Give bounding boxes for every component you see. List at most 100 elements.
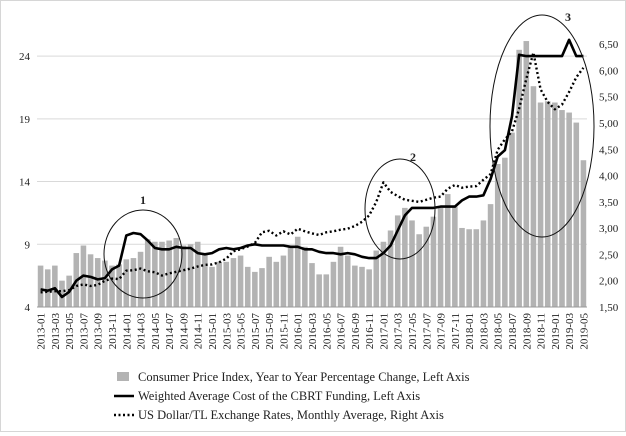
annotations: 1 2 3 [103, 10, 595, 299]
bar-20 [180, 245, 187, 307]
bar-74 [566, 112, 572, 307]
bar-68 [523, 41, 530, 307]
bar-37 [302, 246, 308, 307]
x-tick-label-14: 2015-05 [236, 313, 248, 350]
x-tick-label-32: 2018-05 [493, 313, 505, 350]
bar-67 [516, 49, 522, 308]
x-tick-label-3: 2013-07 [78, 313, 90, 350]
bar-24 [209, 266, 215, 307]
bar-21 [187, 244, 194, 307]
x-tick-label-6: 2014-01 [121, 313, 133, 350]
x-tick-label-21: 2016-07 [336, 313, 348, 350]
bar-51 [402, 207, 408, 307]
bar-70 [537, 102, 544, 307]
bar-10 [109, 265, 115, 307]
bar-0 [37, 265, 44, 307]
right-axis: 1,50 2,00 2,50 3,00 3,50 4,00 4,50 5,00 5,50 6,00… [599, 39, 619, 314]
bar-72 [552, 102, 558, 307]
x-tick-label-24: 2017-01 [378, 313, 390, 350]
legend-cpi-swatch [117, 372, 129, 381]
bar-40 [323, 274, 330, 307]
bar-34 [280, 255, 287, 307]
annotation-ellipse-3 [489, 14, 595, 238]
bar-39 [316, 274, 322, 307]
bar-26 [223, 261, 230, 307]
x-tick-label-5: 2013-11 [107, 313, 119, 349]
x-tick-label-38: 2019-05 [578, 313, 590, 350]
x-axis: 2013-01 2013-03 2013-05 2013-07 2013-09 2013-… [36, 306, 590, 350]
x-tick-label-27: 2017-07 [421, 313, 433, 350]
bar-23 [202, 254, 208, 307]
bar-50 [394, 215, 401, 307]
x-tick-label-16: 2015-09 [264, 313, 276, 350]
bar-49 [387, 230, 394, 307]
bar-36 [294, 236, 301, 307]
x-tick-label-31: 2018-03 [478, 313, 490, 350]
bar-13 [130, 258, 137, 307]
right-tick-label-8: 5,50 [599, 92, 619, 104]
x-tick-label-34: 2018-09 [521, 313, 533, 350]
bar-27 [230, 258, 237, 307]
bar-41 [330, 261, 337, 307]
x-tick-label-4: 2013-09 [93, 313, 105, 350]
bar-15 [144, 239, 151, 307]
bar-58 [452, 206, 458, 307]
bar-1 [44, 269, 51, 307]
bar-47 [373, 250, 380, 307]
right-tick-label-4: 3,50 [599, 197, 619, 209]
bar-57 [444, 194, 451, 307]
bar-61 [473, 229, 480, 307]
right-tick-label-7: 5,00 [599, 118, 619, 130]
bar-38 [309, 263, 315, 307]
right-tick-label-3: 3,00 [599, 223, 619, 235]
bar-43 [344, 255, 351, 307]
x-tick-label-20: 2016-05 [321, 313, 333, 350]
bar-28 [237, 255, 244, 307]
x-tick-label-7: 2014-03 [136, 313, 148, 350]
bar-46 [366, 269, 372, 307]
bar-55 [430, 216, 437, 307]
bar-69 [530, 86, 537, 307]
bar-62 [480, 220, 487, 307]
x-tick-label-13: 2015-03 [221, 313, 233, 350]
bar-65 [502, 157, 508, 307]
bar-56 [437, 207, 444, 307]
bar-14 [137, 251, 144, 307]
annotation-label-2: 2 [410, 150, 416, 164]
legend: Consumer Price Index, Year to Year Perce… [114, 370, 470, 422]
right-tick-label-5: 4,00 [599, 171, 619, 183]
bar-16 [152, 241, 158, 307]
bar-35 [287, 246, 294, 307]
bar-60 [466, 229, 472, 307]
x-tick-label-18: 2016-01 [293, 313, 305, 350]
left-axis: 4 9 14 19 24 [19, 51, 31, 314]
bar-3 [59, 280, 65, 307]
x-tick-label-28: 2017-09 [436, 313, 448, 350]
x-tick-label-33: 2018-07 [507, 313, 519, 350]
bar-64 [494, 163, 501, 307]
left-tick-label-4: 24 [19, 51, 31, 63]
x-tick-label-22: 2016-09 [350, 313, 362, 350]
bar-44 [352, 265, 358, 307]
x-tick-label-36: 2019-01 [550, 313, 562, 350]
bar-71 [544, 101, 551, 307]
right-tick-label-6: 4,50 [599, 144, 619, 156]
bar-18 [166, 240, 172, 307]
bar-32 [266, 256, 272, 307]
x-tick-label-35: 2018-11 [536, 313, 548, 349]
bar-9 [102, 260, 108, 307]
x-tick-label-9: 2014-07 [164, 313, 176, 350]
x-tick-label-0: 2013-01 [36, 313, 48, 350]
bar-2 [52, 265, 58, 307]
x-tick-label-26: 2017-05 [407, 313, 419, 350]
annotation-label-3: 3 [565, 10, 571, 24]
left-tick-label-1: 9 [25, 239, 31, 251]
bar-76 [580, 160, 587, 307]
x-tick-label-11: 2014-11 [193, 313, 205, 349]
legend-usdtl-label: US Dollar/TL Exchange Rates, Monthly Ave… [138, 408, 444, 422]
x-tick-label-1: 2013-03 [50, 313, 62, 350]
right-tick-label-1: 2,00 [599, 276, 619, 288]
annotation-ellipse-2 [364, 158, 436, 260]
